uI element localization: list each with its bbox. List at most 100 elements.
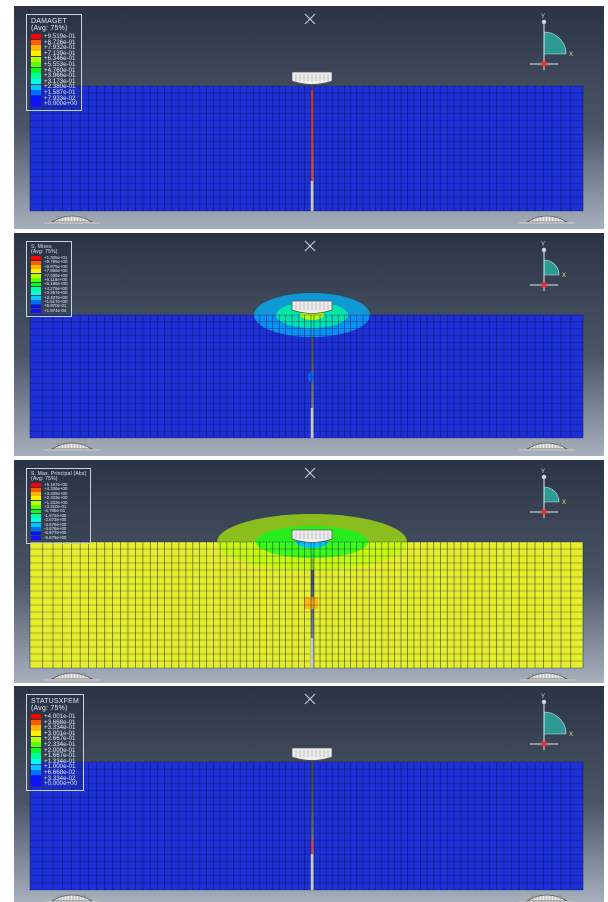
legend-value: +2.333e+00 (44, 495, 68, 501)
legend-value: +1.587e-01 (44, 88, 76, 96)
legend-entry: +5.553e-01 (31, 62, 77, 68)
legend-entry: +1.517e+00 (31, 299, 67, 305)
loading-roller (291, 71, 333, 85)
legend-swatch (31, 67, 41, 73)
legend-swatch (31, 304, 41, 309)
legend-entry: +4.760e-01 (31, 67, 77, 74)
legend-value: +5.553e-01 (44, 60, 76, 68)
legend-swatch (31, 742, 41, 748)
legend-swatch (31, 260, 41, 265)
legend-value: +2.000e-01 (44, 746, 76, 754)
legend-swatch (31, 522, 41, 527)
legend-swatch (31, 79, 41, 85)
legend-swatch (31, 531, 41, 536)
legend-swatch (31, 535, 41, 540)
legend-entry: -2.673e+00 (31, 517, 86, 523)
legend-value: +3.335e+00 (44, 490, 68, 496)
legend-swatch (31, 505, 41, 510)
legend-entry: -6.679e+00 (31, 534, 86, 540)
beam-mesh (29, 85, 584, 212)
legend-value: +3.668e-01 (44, 718, 76, 726)
legend-swatch (31, 101, 41, 107)
legend-entry: +5.196e+00 (31, 281, 67, 287)
triad-sector (543, 259, 560, 276)
y-axis-tip (541, 699, 547, 705)
triad-y-label: Y (541, 14, 545, 20)
legend-swatch (31, 736, 41, 742)
loading-roller (291, 747, 333, 761)
legend-box: S, Max. Principal (Abs) (Avg: 75%) +5.19… (26, 468, 92, 545)
legend-entry: +2.334e-01 (31, 742, 79, 748)
legend-swatch (31, 282, 41, 287)
triad-y-label: Y (541, 469, 545, 475)
legend-swatch (31, 291, 41, 296)
legend-swatch (31, 278, 41, 283)
legend-title: DAMAGET (31, 18, 68, 25)
legend-entry: +3.173e-01 (31, 78, 77, 85)
legend-entry: +2.667e-01 (31, 736, 79, 742)
legend-swatch (31, 719, 41, 725)
legend-swatch (31, 84, 41, 90)
legend-entry: +5.970e-01 (31, 303, 67, 309)
legend-entry: +3.334e-02 (31, 775, 79, 782)
legend-value: +0.000e+00 (44, 100, 78, 108)
legend-value: +8.726e-01 (44, 38, 76, 46)
legend-swatch (31, 759, 41, 765)
legend-value: +9.795e+00 (44, 259, 68, 265)
legend-swatch (31, 714, 41, 720)
legend-entry: +7.933e-02 (31, 94, 77, 102)
legend-entry: +6.116e+00 (31, 277, 67, 283)
legend-entry: -6.705e-01 (31, 508, 86, 514)
triad-sector (543, 31, 567, 55)
legend-rows: +4.001e-01 +3.668e-01 +3.334e-01 +3.001e-01… (31, 714, 79, 787)
legend-value: -5.677e+00 (44, 530, 67, 536)
triad-y-label: Y (541, 242, 545, 248)
loading-roller (291, 529, 333, 543)
legend-value: +3.310e-01 (44, 503, 67, 509)
legend-swatch (31, 487, 41, 492)
legend-entry: +3.335e+00 (31, 490, 86, 496)
legend-value: +3.966e-01 (44, 72, 76, 80)
legend-value: +7.036e+00 (44, 272, 68, 278)
origin-marker (541, 282, 547, 288)
beam-scene: YX (29, 467, 584, 681)
legend-value: +2.380e-01 (44, 83, 76, 91)
triad-y-label: Y (541, 694, 545, 700)
legend-value: -6.679e+00 (44, 534, 67, 540)
y-axis-tip (541, 247, 547, 253)
legend-entry: +7.139e-01 (31, 50, 77, 57)
legend-swatch (31, 90, 41, 96)
y-axis-tip (541, 474, 547, 480)
legend-swatch (31, 62, 41, 68)
legend-subtitle: (Avg: 75%) (31, 476, 58, 482)
legend-entry: +6.346e-01 (31, 56, 77, 62)
legend-swatch (31, 725, 41, 731)
legend-swatch (31, 39, 41, 45)
legend-entry: +4.276e+00 (31, 286, 67, 291)
legend-swatch (31, 295, 41, 300)
legend-box: S, Mises (Avg: 75%) +1.305e+01 +9.795e+00… (26, 241, 73, 318)
legend-swatch (31, 269, 41, 274)
legend-value: -3.675e+00 (44, 521, 67, 527)
legend-swatch (31, 73, 41, 79)
legend-subtitle: (Avg: 75%) (31, 25, 68, 32)
legend-value: +7.933e-02 (44, 94, 76, 102)
legend-entry: +7.956e+00 (31, 268, 67, 274)
legend-title: STATUSXFEM (31, 698, 80, 705)
legend-entry: -4.676e+00 (31, 526, 86, 532)
orientation-triad: YX (530, 694, 573, 750)
legend-swatch (31, 256, 41, 261)
legend-value: +6.346e-01 (44, 55, 76, 63)
legend-rows: +1.305e+01 +9.795e+00 +8.875e+00 +7.956e+00… (31, 255, 68, 313)
triad-x-label: X (562, 500, 566, 506)
legend-value: +0.000e+00 (44, 780, 78, 788)
triad-x-label: X (569, 732, 573, 738)
beam-mesh (29, 293, 584, 439)
legend-value: -2.673e+00 (44, 517, 67, 523)
legend-swatch (31, 747, 41, 753)
legend-value: +3.001e-01 (44, 729, 76, 737)
legend-entry: +9.795e+00 (31, 259, 68, 265)
legend-rows: +9.519e-01 +8.726e-01 +7.932e-01 +7.139e-01… (31, 34, 77, 107)
